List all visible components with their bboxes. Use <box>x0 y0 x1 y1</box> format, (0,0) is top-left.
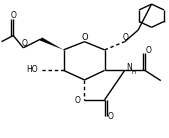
Text: O: O <box>81 33 88 42</box>
Text: O: O <box>22 39 28 48</box>
Text: O: O <box>10 10 16 20</box>
Text: H: H <box>132 70 136 75</box>
Polygon shape <box>40 37 64 50</box>
Text: HO: HO <box>26 65 38 74</box>
Text: O: O <box>75 96 81 105</box>
Text: N: N <box>126 63 132 72</box>
Text: O: O <box>123 33 129 42</box>
Text: O: O <box>146 46 152 55</box>
Text: O: O <box>108 112 114 121</box>
